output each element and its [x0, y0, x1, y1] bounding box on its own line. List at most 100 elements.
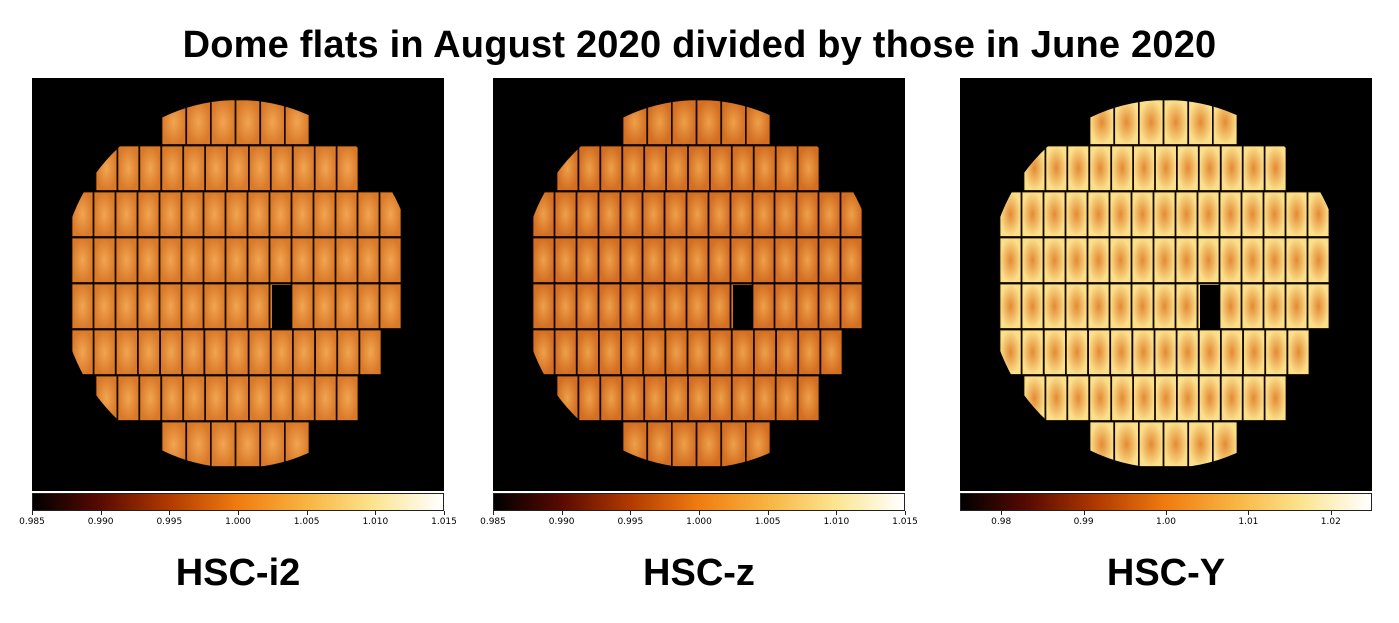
ccd-chip	[1131, 283, 1154, 329]
ccd-chip	[1153, 237, 1176, 283]
ccd-chip	[1198, 329, 1221, 375]
filter-label: HSC-z	[643, 552, 755, 594]
ccd-chip	[752, 283, 775, 329]
ccd-chip	[642, 283, 665, 329]
tick-label: 1.015	[892, 517, 918, 527]
tick-label: 1.02	[1320, 517, 1341, 527]
ccd-chip	[210, 421, 236, 467]
ccd-chip	[1163, 421, 1189, 467]
ccd-chip	[93, 191, 116, 237]
ccd-chip	[1065, 283, 1088, 329]
tick-mark	[1001, 511, 1003, 515]
ccd-chip	[647, 421, 672, 467]
ccd-chip	[1197, 237, 1220, 283]
ccd-chip	[730, 237, 753, 283]
ccd-chip	[1023, 375, 1046, 421]
ccd-chip	[357, 191, 380, 237]
ccd-chip	[1109, 191, 1132, 237]
ccd-chip	[139, 375, 162, 421]
ccd-chip	[532, 283, 555, 329]
ccd-chip	[671, 421, 697, 467]
ccd-chip	[999, 283, 1022, 329]
ccd-chip	[115, 283, 138, 329]
tick-mark	[905, 511, 906, 515]
tick-mark	[699, 511, 700, 515]
ccd-chip	[183, 145, 205, 191]
ccd-chip	[1263, 237, 1286, 283]
ccd-chip	[622, 145, 645, 191]
ccd-chip	[731, 375, 754, 421]
ccd-chip	[1154, 329, 1177, 375]
tick-label: 0.995	[156, 517, 183, 527]
ccd-chip	[225, 283, 248, 329]
ccd-chip	[248, 375, 271, 421]
ccd-chip	[1087, 283, 1110, 329]
colorbar	[493, 493, 905, 511]
ccd-chip	[1241, 191, 1264, 237]
ccd-chip	[225, 237, 248, 283]
tick-label: 1.01	[1238, 517, 1259, 527]
ccd-chip	[1307, 237, 1330, 283]
ccd-chip	[1067, 375, 1090, 421]
ccd-chip	[1176, 375, 1199, 421]
ccd-chip	[1138, 100, 1164, 145]
ccd-chip	[556, 145, 579, 191]
ccd-chip	[1219, 237, 1242, 283]
tick-mark	[1248, 511, 1250, 515]
ccd-chip	[688, 375, 710, 421]
ccd-chip	[205, 145, 227, 191]
ccd-chip	[1088, 329, 1111, 375]
ccd-chip	[999, 237, 1022, 283]
ccd-chip	[291, 283, 314, 329]
ccd-chip	[1212, 421, 1238, 467]
ccd-chip	[117, 375, 140, 421]
ccd-chip	[1043, 237, 1066, 283]
colorbar-ticks: 0.98 0.99 1.00 1.01 1.02	[960, 511, 1372, 531]
ccd-chip	[1220, 145, 1243, 191]
ccd-chip	[1285, 283, 1308, 329]
ccd-chip	[335, 237, 358, 283]
ccd-chip	[598, 237, 621, 283]
ccd-chip	[1045, 145, 1068, 191]
focal-plane-mosaic	[71, 100, 402, 467]
ccd-chip	[1065, 237, 1088, 283]
ccd-chip	[774, 191, 797, 237]
ccd-chip	[578, 375, 601, 421]
ccd-chip	[600, 375, 623, 421]
ccd-chip	[798, 329, 821, 375]
ccd-chip	[1043, 191, 1066, 237]
ccd-chip	[688, 145, 710, 191]
ccd-chip	[247, 283, 270, 329]
ccd-chip	[314, 145, 337, 191]
tick-label: 0.990	[87, 517, 114, 527]
ccd-chip	[708, 283, 731, 329]
ccd-chip	[642, 237, 665, 283]
ccd-chip	[1175, 237, 1198, 283]
ccd-chip	[745, 100, 771, 145]
ccd-chip	[1153, 283, 1176, 329]
ccd-chip	[270, 375, 293, 421]
ccd-chip	[1176, 145, 1199, 191]
ccd-chip	[1114, 421, 1139, 467]
ccd-chip	[1043, 329, 1066, 375]
ccd-chip	[1198, 375, 1221, 421]
ccd-chip	[752, 191, 775, 237]
ccd-chip	[336, 145, 359, 191]
ccd-chip	[313, 237, 336, 283]
ccd-chip	[93, 283, 116, 329]
ccd-chip	[554, 191, 577, 237]
ccd-chip	[576, 191, 599, 237]
ccd-chip	[182, 329, 205, 375]
ccd-chip	[753, 329, 776, 375]
tick-label: 0.990	[548, 517, 575, 527]
ccd-chip	[696, 100, 722, 145]
ccd-chip	[71, 329, 94, 375]
ccd-chip	[335, 191, 358, 237]
ccd-chip	[1087, 191, 1110, 237]
colorbar	[32, 493, 444, 511]
ccd-chip	[1285, 237, 1308, 283]
ccd-chip	[797, 375, 820, 421]
ccd-chip	[696, 421, 722, 467]
ccd-chip	[315, 329, 338, 375]
ccd-chip	[1021, 237, 1044, 283]
